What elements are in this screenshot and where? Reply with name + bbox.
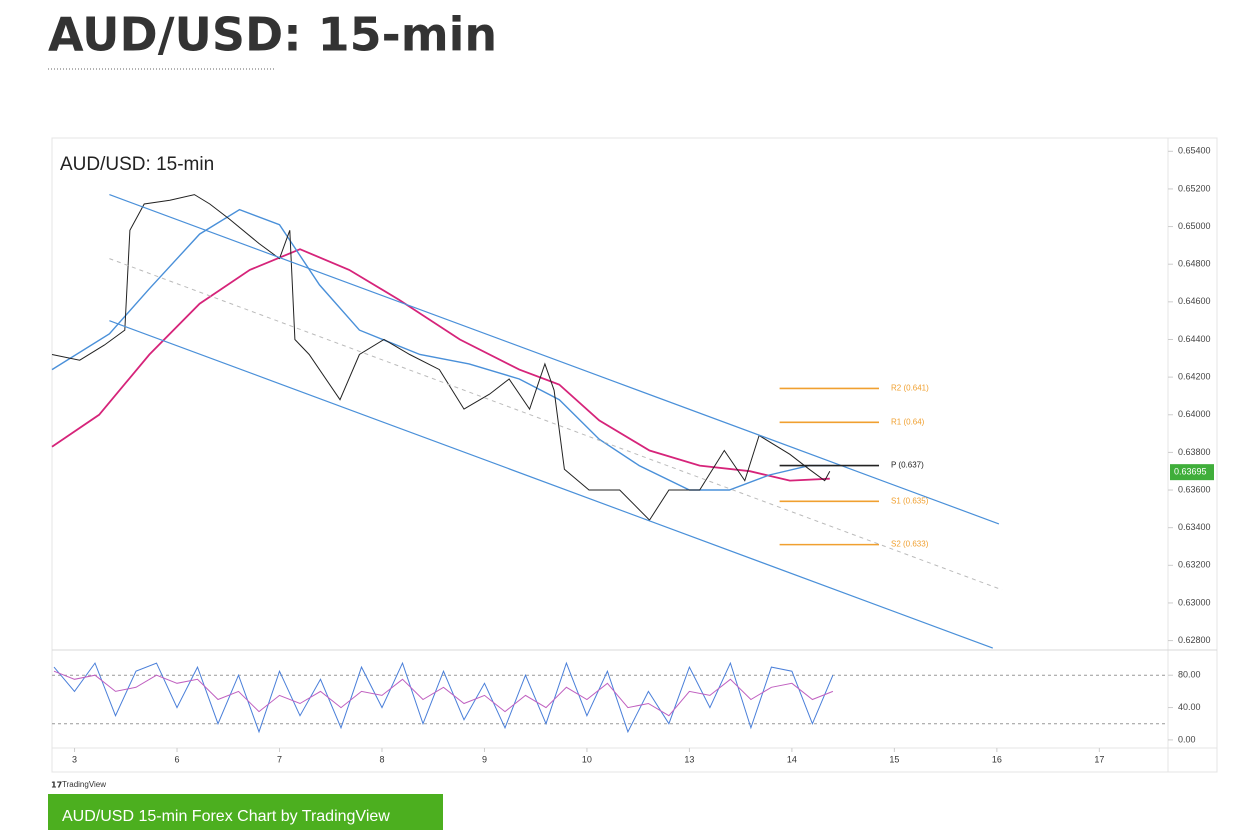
pivot-label: S1 (0.635)	[891, 496, 929, 505]
y-tick-label: 0.63400	[1178, 522, 1211, 532]
pivot-label: P (0.637)	[891, 461, 924, 470]
y-tick-label: 0.63200	[1178, 560, 1211, 570]
series-line	[109, 194, 1000, 525]
chart-title: AUD/USD: 15-min	[60, 154, 214, 175]
series-line	[51, 194, 831, 521]
plot-layer: 0.65400 0.65200 0.65000 0.64800 0.64600 0.644…	[51, 146, 1214, 764]
y-tick-label: 0.62800	[1178, 635, 1211, 645]
series-line	[53, 670, 834, 717]
x-tick-label: 10	[582, 754, 592, 764]
y-tick-label: 0.63600	[1178, 484, 1211, 494]
y-tick-label: 0.64600	[1178, 296, 1211, 306]
y-tick-label: 0.65200	[1178, 183, 1211, 193]
x-tick-label: 14	[787, 754, 797, 764]
y-tick-label: 0.63800	[1178, 447, 1211, 457]
pivot-label: S2 (0.633)	[891, 540, 929, 549]
series-line	[51, 208, 830, 491]
y-tick-label: 0.64800	[1178, 259, 1211, 269]
pivot-label: R2 (0.641)	[891, 384, 929, 393]
x-tick-label: 3	[72, 754, 77, 764]
x-tick-label: 9	[482, 754, 487, 764]
last-price-label: 0.63695	[1174, 467, 1207, 477]
y-tick-label: 0.00	[1178, 734, 1196, 744]
y-tick-label: 0.64400	[1178, 334, 1211, 344]
logo: TradingView	[62, 780, 106, 789]
x-tick-label: 8	[379, 754, 384, 764]
x-tick-label: 17	[1094, 754, 1104, 764]
page-title: AUD/USD: 15-min	[48, 8, 497, 62]
x-tick-label: 15	[889, 754, 899, 764]
x-tick-label: 13	[684, 754, 694, 764]
y-tick-label: 0.64000	[1178, 409, 1211, 419]
logo-mark: 17	[51, 781, 62, 790]
link-text[interactable]: AUD/USD 15-min Forex Chart by TradingVie…	[62, 808, 390, 825]
series-line	[109, 320, 994, 649]
y-tick-label: 0.63000	[1178, 597, 1211, 607]
y-tick-label: 40.00	[1178, 702, 1201, 712]
y-tick-label: 0.65000	[1178, 221, 1211, 231]
series-line	[109, 258, 1003, 591]
x-tick-label: 6	[175, 754, 180, 764]
last-price-tag	[1170, 464, 1214, 481]
series-line	[51, 248, 830, 482]
chart-frame	[51, 137, 1218, 773]
x-tick-label: 16	[992, 754, 1002, 764]
x-tick-label: 7	[277, 754, 282, 764]
y-tick-label: 80.00	[1178, 670, 1201, 680]
link-button[interactable]	[48, 794, 443, 830]
y-tick-label: 0.65400	[1178, 146, 1211, 156]
pivot-label: R1 (0.64)	[891, 417, 925, 426]
y-tick-label: 0.64200	[1178, 371, 1211, 381]
